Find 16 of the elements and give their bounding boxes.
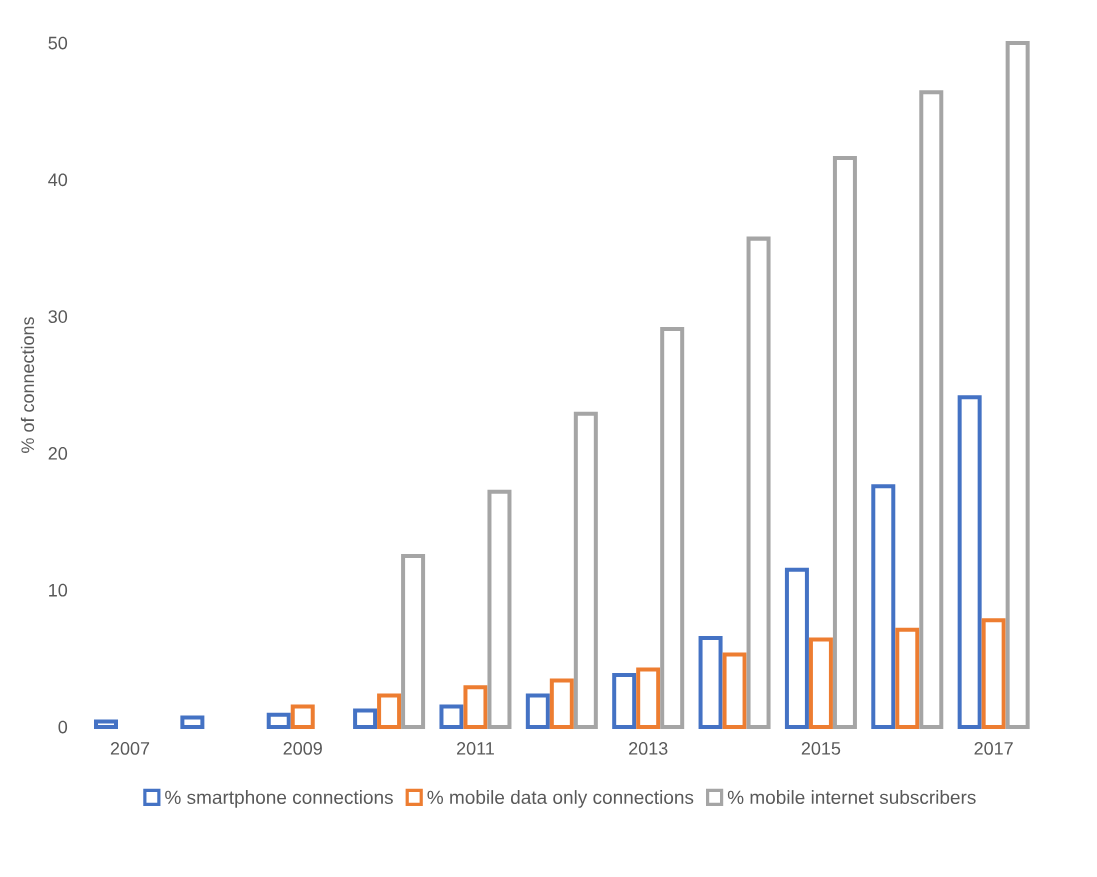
- x-tick-label: 2013: [629, 742, 668, 755]
- y-axis-title: % of connections: [20, 317, 35, 453]
- y-tick-label: 10: [49, 583, 68, 597]
- y-tick-label: 20: [48, 447, 68, 460]
- x-tick-label: 2017: [974, 742, 1013, 755]
- y-tick-label: 40: [48, 173, 68, 187]
- x-tick-label: 2009: [283, 742, 322, 755]
- y-tick-label: 0: [58, 720, 68, 734]
- x-tick-label: 2015: [801, 742, 841, 755]
- legend-label: % mobile internet subscribers: [727, 790, 976, 805]
- legend-label: % mobile data only connections: [427, 790, 694, 808]
- x-tick-label: 2011: [457, 742, 494, 755]
- legend-label: % smartphone connections: [165, 790, 393, 808]
- y-tick-label: 50: [48, 36, 68, 50]
- x-tick-label: 2007: [110, 742, 150, 755]
- y-tick-label: 30: [48, 310, 68, 323]
